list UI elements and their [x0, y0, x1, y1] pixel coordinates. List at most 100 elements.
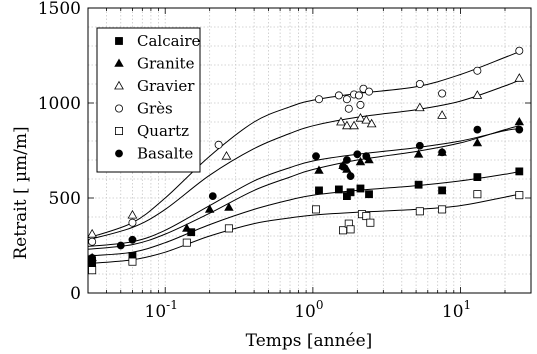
fit-curve-quartz	[87, 193, 520, 265]
data-point-gres	[354, 91, 363, 100]
data-point-gravier	[514, 73, 525, 82]
data-point-basalte	[415, 141, 424, 150]
data-point-granite	[182, 223, 192, 232]
legend-marker-gravier	[114, 80, 124, 90]
data-point-quartz	[312, 205, 321, 214]
data-point-gres	[334, 91, 343, 100]
legend-marker-gres	[115, 104, 124, 113]
fit-curve-gravier	[87, 79, 520, 241]
data-point-granite	[224, 202, 234, 211]
data-point-calcaire	[438, 186, 446, 195]
data-point-basalte	[353, 150, 362, 159]
data-point-granite	[514, 116, 525, 126]
data-point-gres	[88, 237, 97, 246]
data-point-granite	[314, 165, 324, 174]
data-point-gravier	[342, 120, 352, 130]
legend-label-gres: Grès	[137, 100, 173, 118]
data-point-gres	[515, 46, 524, 55]
data-point-granite	[413, 149, 424, 158]
data-point-quartz	[415, 207, 424, 216]
x-tick-label: 101	[442, 298, 471, 322]
data-point-gravier	[221, 150, 232, 160]
data-point-granite	[355, 156, 366, 166]
data-point-calcaire	[334, 185, 343, 194]
data-point-basalte	[343, 156, 351, 164]
y-tick-label: 1500	[38, 0, 81, 19]
data-point-calcaire	[356, 184, 365, 193]
data-point-basalte	[88, 253, 97, 262]
data-point-quartz	[366, 218, 375, 227]
x-axis-label: Temps [année]	[246, 331, 373, 351]
legend-label-gravier: Gravier	[137, 77, 195, 95]
data-point-gres	[314, 95, 323, 104]
data-point-gres	[128, 218, 137, 227]
fit-curves	[87, 51, 520, 265]
legend-label-calcaire: Calcaire	[137, 32, 201, 50]
data-point-quartz	[88, 266, 97, 275]
data-point-gres	[344, 104, 353, 113]
data-point-basalte	[208, 192, 217, 200]
data-point-gravier	[472, 90, 483, 99]
data-point-gravier	[355, 112, 366, 122]
legend-marker-granite	[114, 58, 124, 67]
data-point-quartz	[362, 212, 371, 221]
data-point-calcaire	[515, 167, 524, 176]
legend-box	[96, 27, 201, 173]
y-tick-label: 500	[49, 189, 81, 209]
data-point-quartz	[224, 224, 233, 233]
data-point-gres	[473, 66, 482, 75]
data-point-calcaire	[365, 190, 373, 199]
data-point-quartz	[182, 238, 191, 247]
data-point-quartz	[473, 190, 482, 199]
legend-marker-quartz	[115, 127, 124, 136]
data-point-calcaire	[346, 188, 355, 197]
data-point-granite	[204, 204, 215, 213]
fit-curve-granite	[87, 125, 520, 250]
data-point-gres	[214, 140, 223, 149]
data-point-quartz	[339, 226, 348, 235]
y-tick-label: 0	[70, 284, 81, 304]
data-point-gravier	[349, 120, 359, 130]
x-tick-label: 10-1	[145, 298, 178, 322]
data-point-basalte	[128, 235, 137, 244]
fit-curve-gres	[87, 51, 520, 239]
data-point-gres	[356, 100, 365, 109]
data-point-gres	[438, 89, 447, 98]
fit-curve-calcaire	[87, 170, 520, 257]
data-point-quartz	[128, 257, 137, 266]
x-tick-label: 100	[294, 298, 323, 322]
data-point-gravier	[336, 116, 346, 126]
data-point-calcaire	[315, 186, 323, 195]
data-point-basalte	[362, 152, 371, 161]
data-point-calcaire	[187, 228, 196, 237]
data-point-gravier	[437, 110, 447, 119]
fit-curve-basalte	[87, 128, 520, 247]
axes: 0 500 1000 1500 10-1 100 101	[38, 0, 532, 322]
data-point-basalte	[438, 148, 446, 157]
legend-label-basalte: Basalte	[137, 145, 193, 163]
data-point-gravier	[366, 118, 377, 128]
data-point-granite	[472, 137, 483, 147]
data-point-gres	[365, 87, 374, 96]
data-point-gravier	[414, 102, 425, 112]
legend-label-granite: Granite	[137, 55, 195, 73]
data-point-quartz	[515, 191, 524, 200]
data-point-gravier	[361, 114, 372, 124]
data-point-basalte	[515, 125, 524, 134]
y-tick-label: 1000	[38, 94, 81, 114]
data-point-basalte	[346, 172, 355, 181]
data-point-calcaire	[414, 180, 423, 189]
y-axis-label: Retrait [ µm/m]	[11, 126, 31, 259]
legend-marker-calcaire	[115, 37, 123, 45]
data-point-gravier	[87, 228, 98, 238]
data-point-quartz	[438, 205, 447, 214]
data-points	[87, 46, 525, 275]
data-point-gres	[415, 80, 424, 89]
data-point-basalte	[339, 162, 347, 171]
data-point-basalte	[312, 152, 320, 161]
data-point-basalte	[116, 241, 125, 250]
legend: Calcaire Granite Gravier Grès Quartz Basalte	[114, 32, 201, 163]
data-point-gravier	[127, 209, 138, 219]
data-point-quartz	[346, 225, 355, 234]
